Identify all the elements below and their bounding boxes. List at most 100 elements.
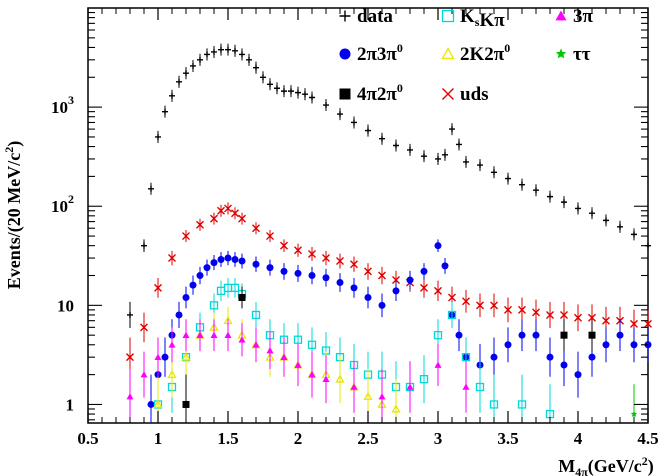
legend-label: 2K2π0 [460, 41, 510, 65]
data-point [378, 393, 386, 400]
data-point [351, 119, 357, 126]
data-point [574, 313, 582, 322]
data-point [463, 158, 469, 165]
data-point [420, 283, 428, 292]
data-point [533, 187, 539, 194]
data-point [246, 56, 252, 63]
data-point [462, 297, 470, 306]
legend-label: data [357, 6, 393, 27]
data-point [603, 217, 609, 224]
data-point [532, 308, 540, 317]
data-point [630, 319, 638, 328]
data-point [126, 353, 134, 362]
data-point [378, 271, 386, 280]
legend-label: 4π2π0 [357, 81, 403, 105]
data-point [476, 301, 484, 310]
x-tick-label: 2 [294, 429, 303, 448]
data-point [421, 153, 427, 160]
data-point [475, 382, 485, 392]
data-point [308, 371, 316, 378]
series-0 [127, 43, 651, 328]
data-point [518, 305, 526, 314]
data-point [561, 199, 567, 206]
data-point [616, 331, 624, 339]
data-point [546, 310, 554, 319]
x-tick-label: 1.5 [217, 429, 238, 448]
data-point [204, 51, 210, 58]
legend-marker [339, 48, 351, 60]
data-point [218, 46, 224, 53]
legend-entry-2pi3pi0: 2π3π0 [339, 41, 403, 65]
data-point [217, 206, 225, 215]
data-point [182, 331, 190, 338]
data-point [238, 257, 246, 265]
data-point [336, 279, 344, 287]
data-point [490, 301, 498, 310]
data-point [155, 133, 161, 140]
data-point [232, 47, 238, 54]
data-marks [126, 43, 652, 423]
data-point [504, 305, 512, 314]
data-point [176, 78, 182, 85]
data-point [588, 353, 596, 361]
data-point [435, 155, 441, 162]
data-point [224, 331, 232, 338]
legend-entry-KsKpi: KsKπ [441, 6, 505, 31]
data-point [393, 142, 399, 149]
data-point [211, 48, 217, 55]
data-point [323, 102, 329, 109]
data-point [168, 254, 176, 263]
data-point [407, 146, 413, 153]
data-point [239, 51, 245, 58]
data-point [602, 316, 610, 325]
data-point [434, 286, 442, 295]
data-point [350, 383, 358, 390]
data-point [295, 89, 301, 96]
data-point [267, 81, 273, 88]
data-point [518, 331, 526, 339]
data-point [224, 254, 232, 262]
data-point [391, 404, 401, 413]
legend-marker [441, 47, 455, 60]
data-point [167, 369, 177, 379]
data-point [517, 400, 527, 409]
data-point [560, 310, 568, 319]
legend-marker [555, 48, 567, 59]
x-tick-label: 1 [154, 429, 163, 448]
data-point [392, 276, 400, 285]
data-point [280, 241, 288, 250]
data-point [519, 181, 525, 188]
data-point [308, 249, 316, 258]
data-point [449, 126, 455, 133]
y-axis-title: Events/(20 MeV/c2) [2, 141, 25, 289]
data-point [238, 293, 246, 301]
y-tick-label: 1 [66, 395, 75, 414]
data-point [126, 393, 134, 400]
data-point [491, 169, 497, 176]
data-point [378, 301, 386, 309]
data-point [617, 223, 623, 230]
data-point [307, 340, 317, 349]
data-point [365, 127, 371, 134]
data-point [189, 281, 197, 289]
data-point [148, 185, 154, 192]
data-point [455, 331, 463, 339]
data-point [420, 267, 428, 275]
data-point [203, 264, 211, 272]
data-point [140, 371, 148, 378]
data-point [274, 85, 280, 92]
data-point [210, 214, 218, 223]
data-point [238, 336, 246, 343]
data-point [337, 111, 343, 118]
data-point [154, 283, 162, 292]
data-point [406, 276, 414, 284]
x-tick-label: 3.5 [497, 429, 518, 448]
data-point [589, 210, 595, 217]
legend-label: 2π3π0 [357, 41, 403, 65]
data-point [490, 353, 498, 361]
data-point [477, 162, 483, 169]
data-point [434, 361, 442, 368]
data-point [546, 353, 554, 361]
